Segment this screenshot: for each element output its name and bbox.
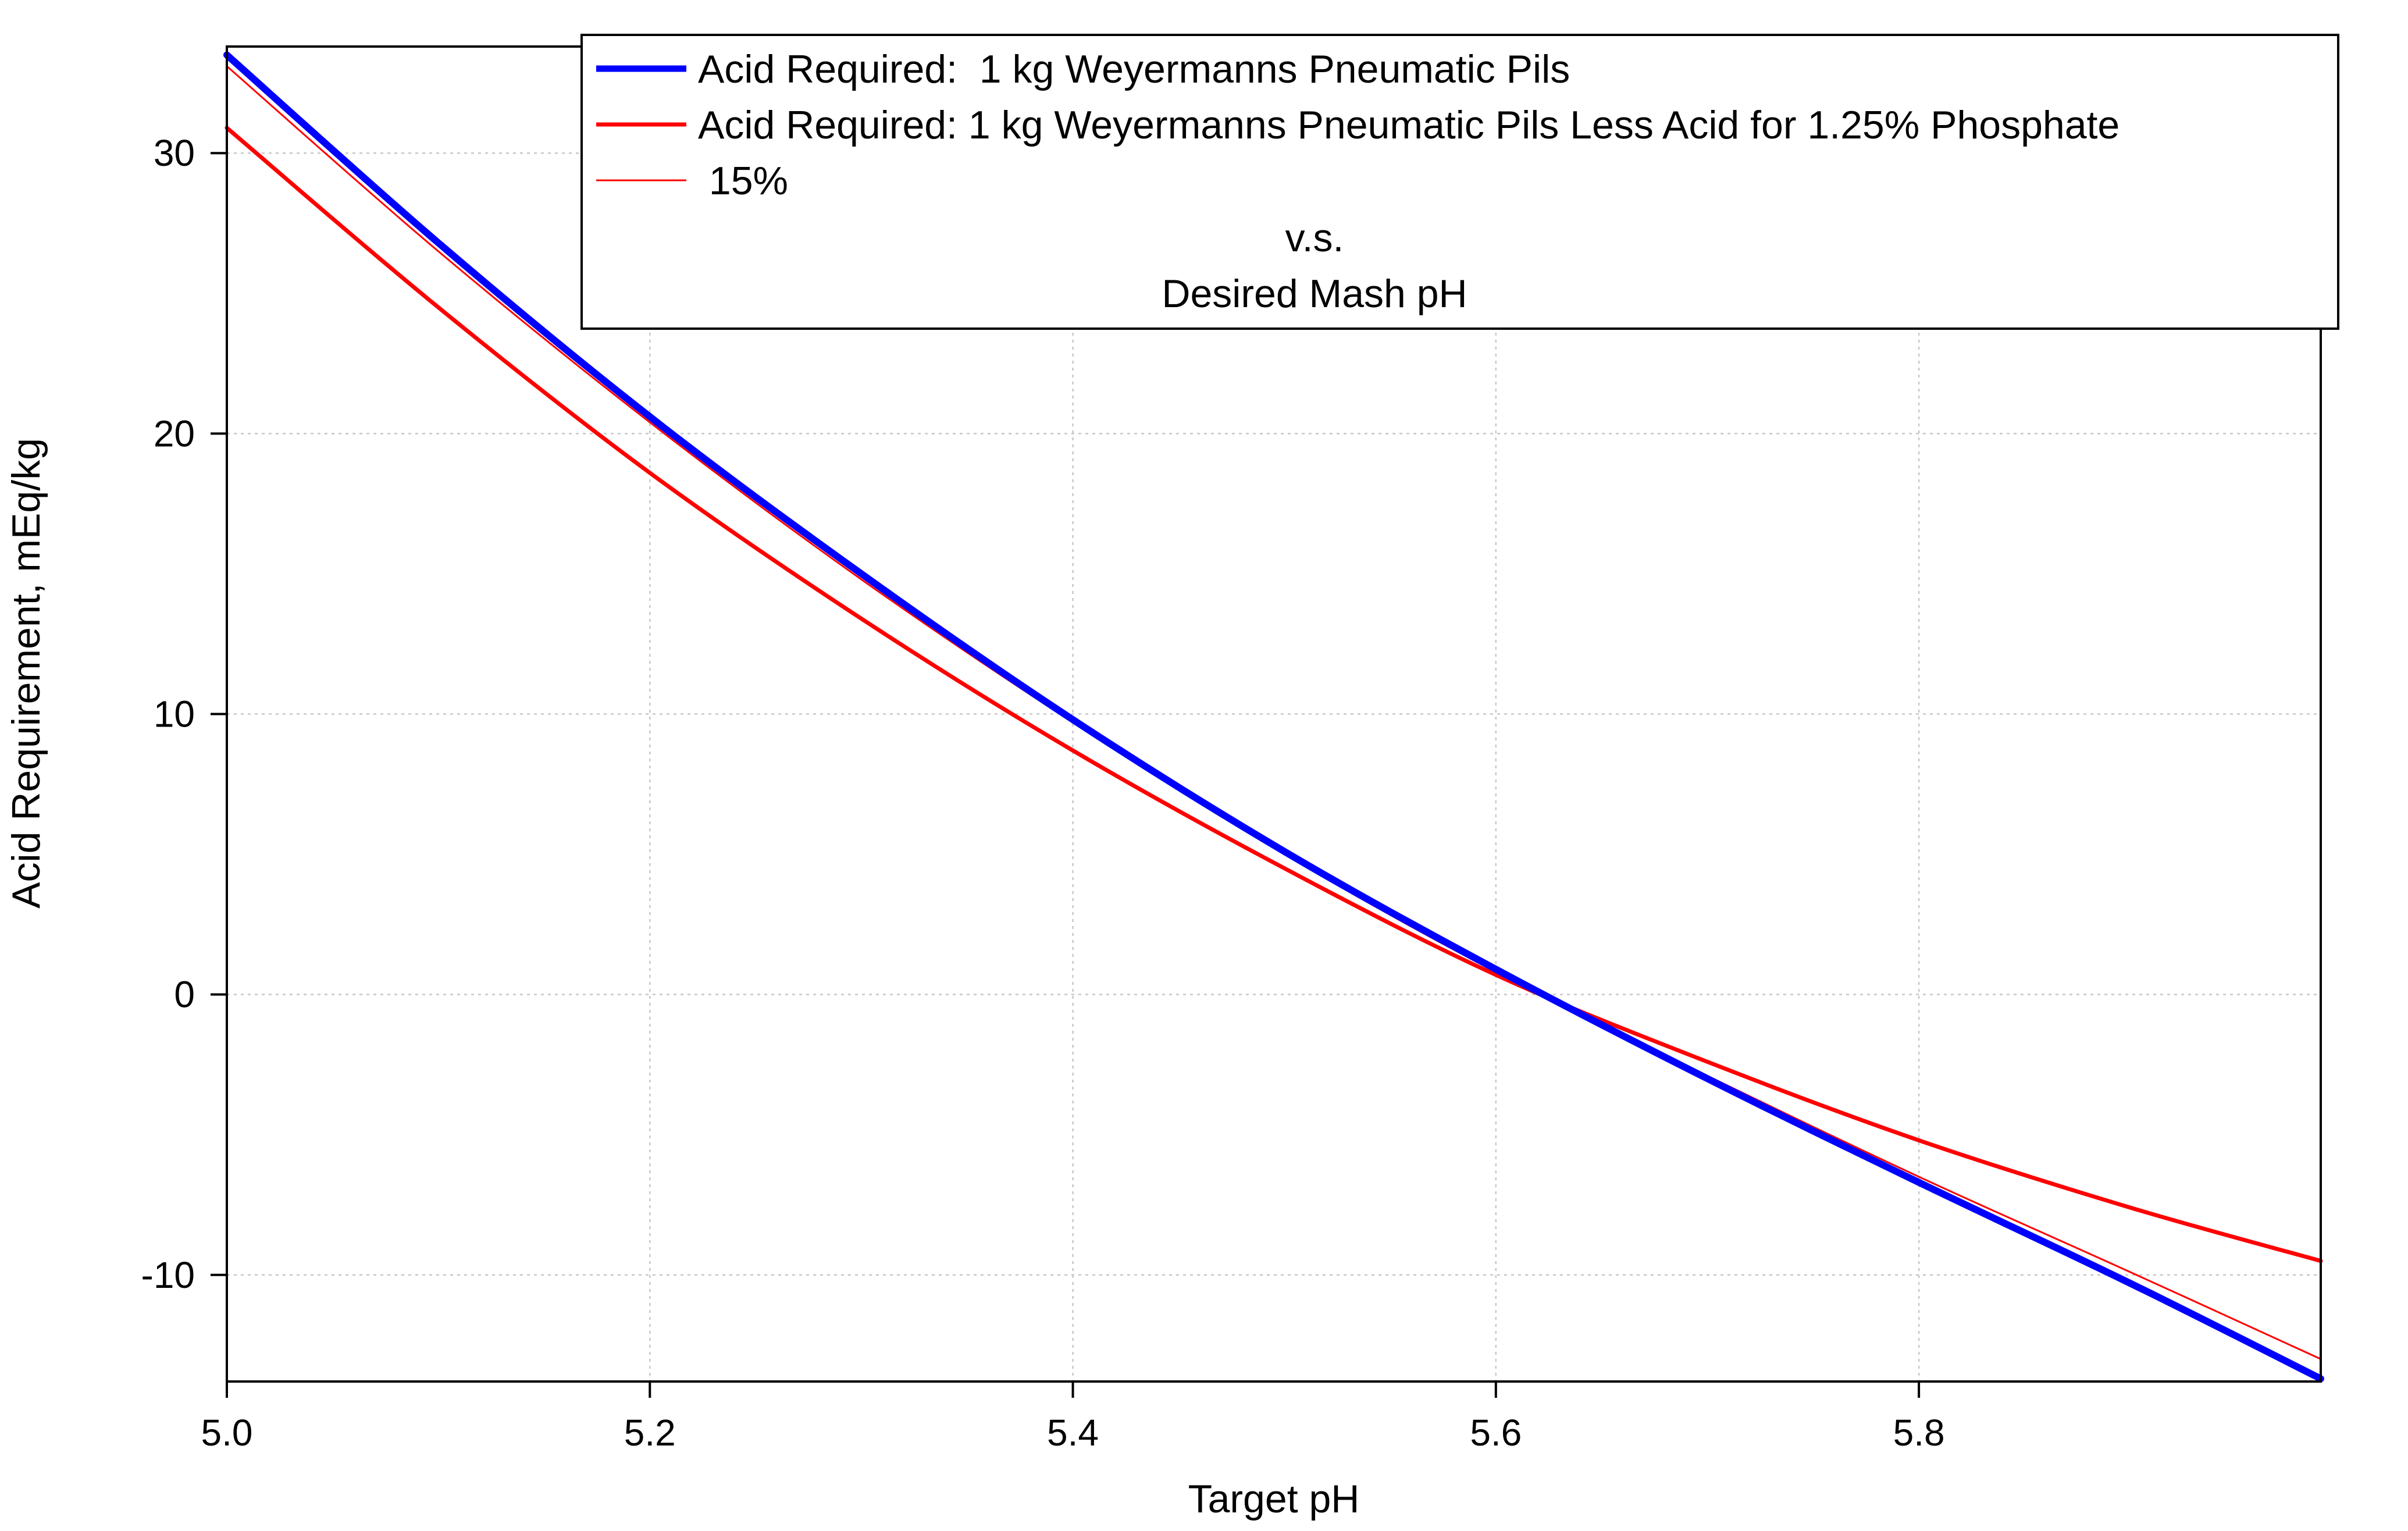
- series-lines: [223, 51, 2324, 1383]
- x-axis-ticks: 5.0 5.2 5.4 5.6 5.8: [201, 1382, 1945, 1454]
- y-axis-title: Acid Requirement, mEq/kg: [4, 438, 48, 909]
- legend-caption-1: v.s.: [1285, 216, 1344, 260]
- legend-label-1: Acid Required: 1 kg Weyermanns Pneumatic…: [698, 47, 1570, 91]
- y-tick-label: 30: [154, 132, 195, 174]
- legend-label-3: 15%: [698, 159, 788, 203]
- x-tick-label: 5.2: [624, 1412, 676, 1454]
- x-tick-label: 5.6: [1470, 1412, 1522, 1454]
- y-tick-label: 20: [154, 412, 195, 454]
- series-line-2: [225, 126, 2323, 1263]
- x-axis-title: Target pH: [1188, 1477, 1360, 1521]
- x-tick-label: 5.0: [201, 1412, 253, 1454]
- legend: Acid Required: 1 kg Weyermanns Pneumatic…: [580, 34, 2339, 330]
- series-line-1: [223, 51, 2324, 1383]
- y-tick-label: 10: [154, 693, 195, 735]
- y-axis-ticks: -10 0 10 20 30: [141, 132, 227, 1296]
- legend-box: [580, 34, 2339, 330]
- legend-label-2: Acid Required: 1 kg Weyermanns Pneumatic…: [698, 103, 2120, 147]
- legend-caption-2: Desired Mash pH: [1162, 272, 1467, 316]
- x-tick-label: 5.4: [1047, 1412, 1099, 1454]
- x-tick-label: 5.8: [1893, 1412, 1945, 1454]
- y-tick-label: -10: [141, 1254, 195, 1296]
- y-tick-label: 0: [174, 974, 195, 1016]
